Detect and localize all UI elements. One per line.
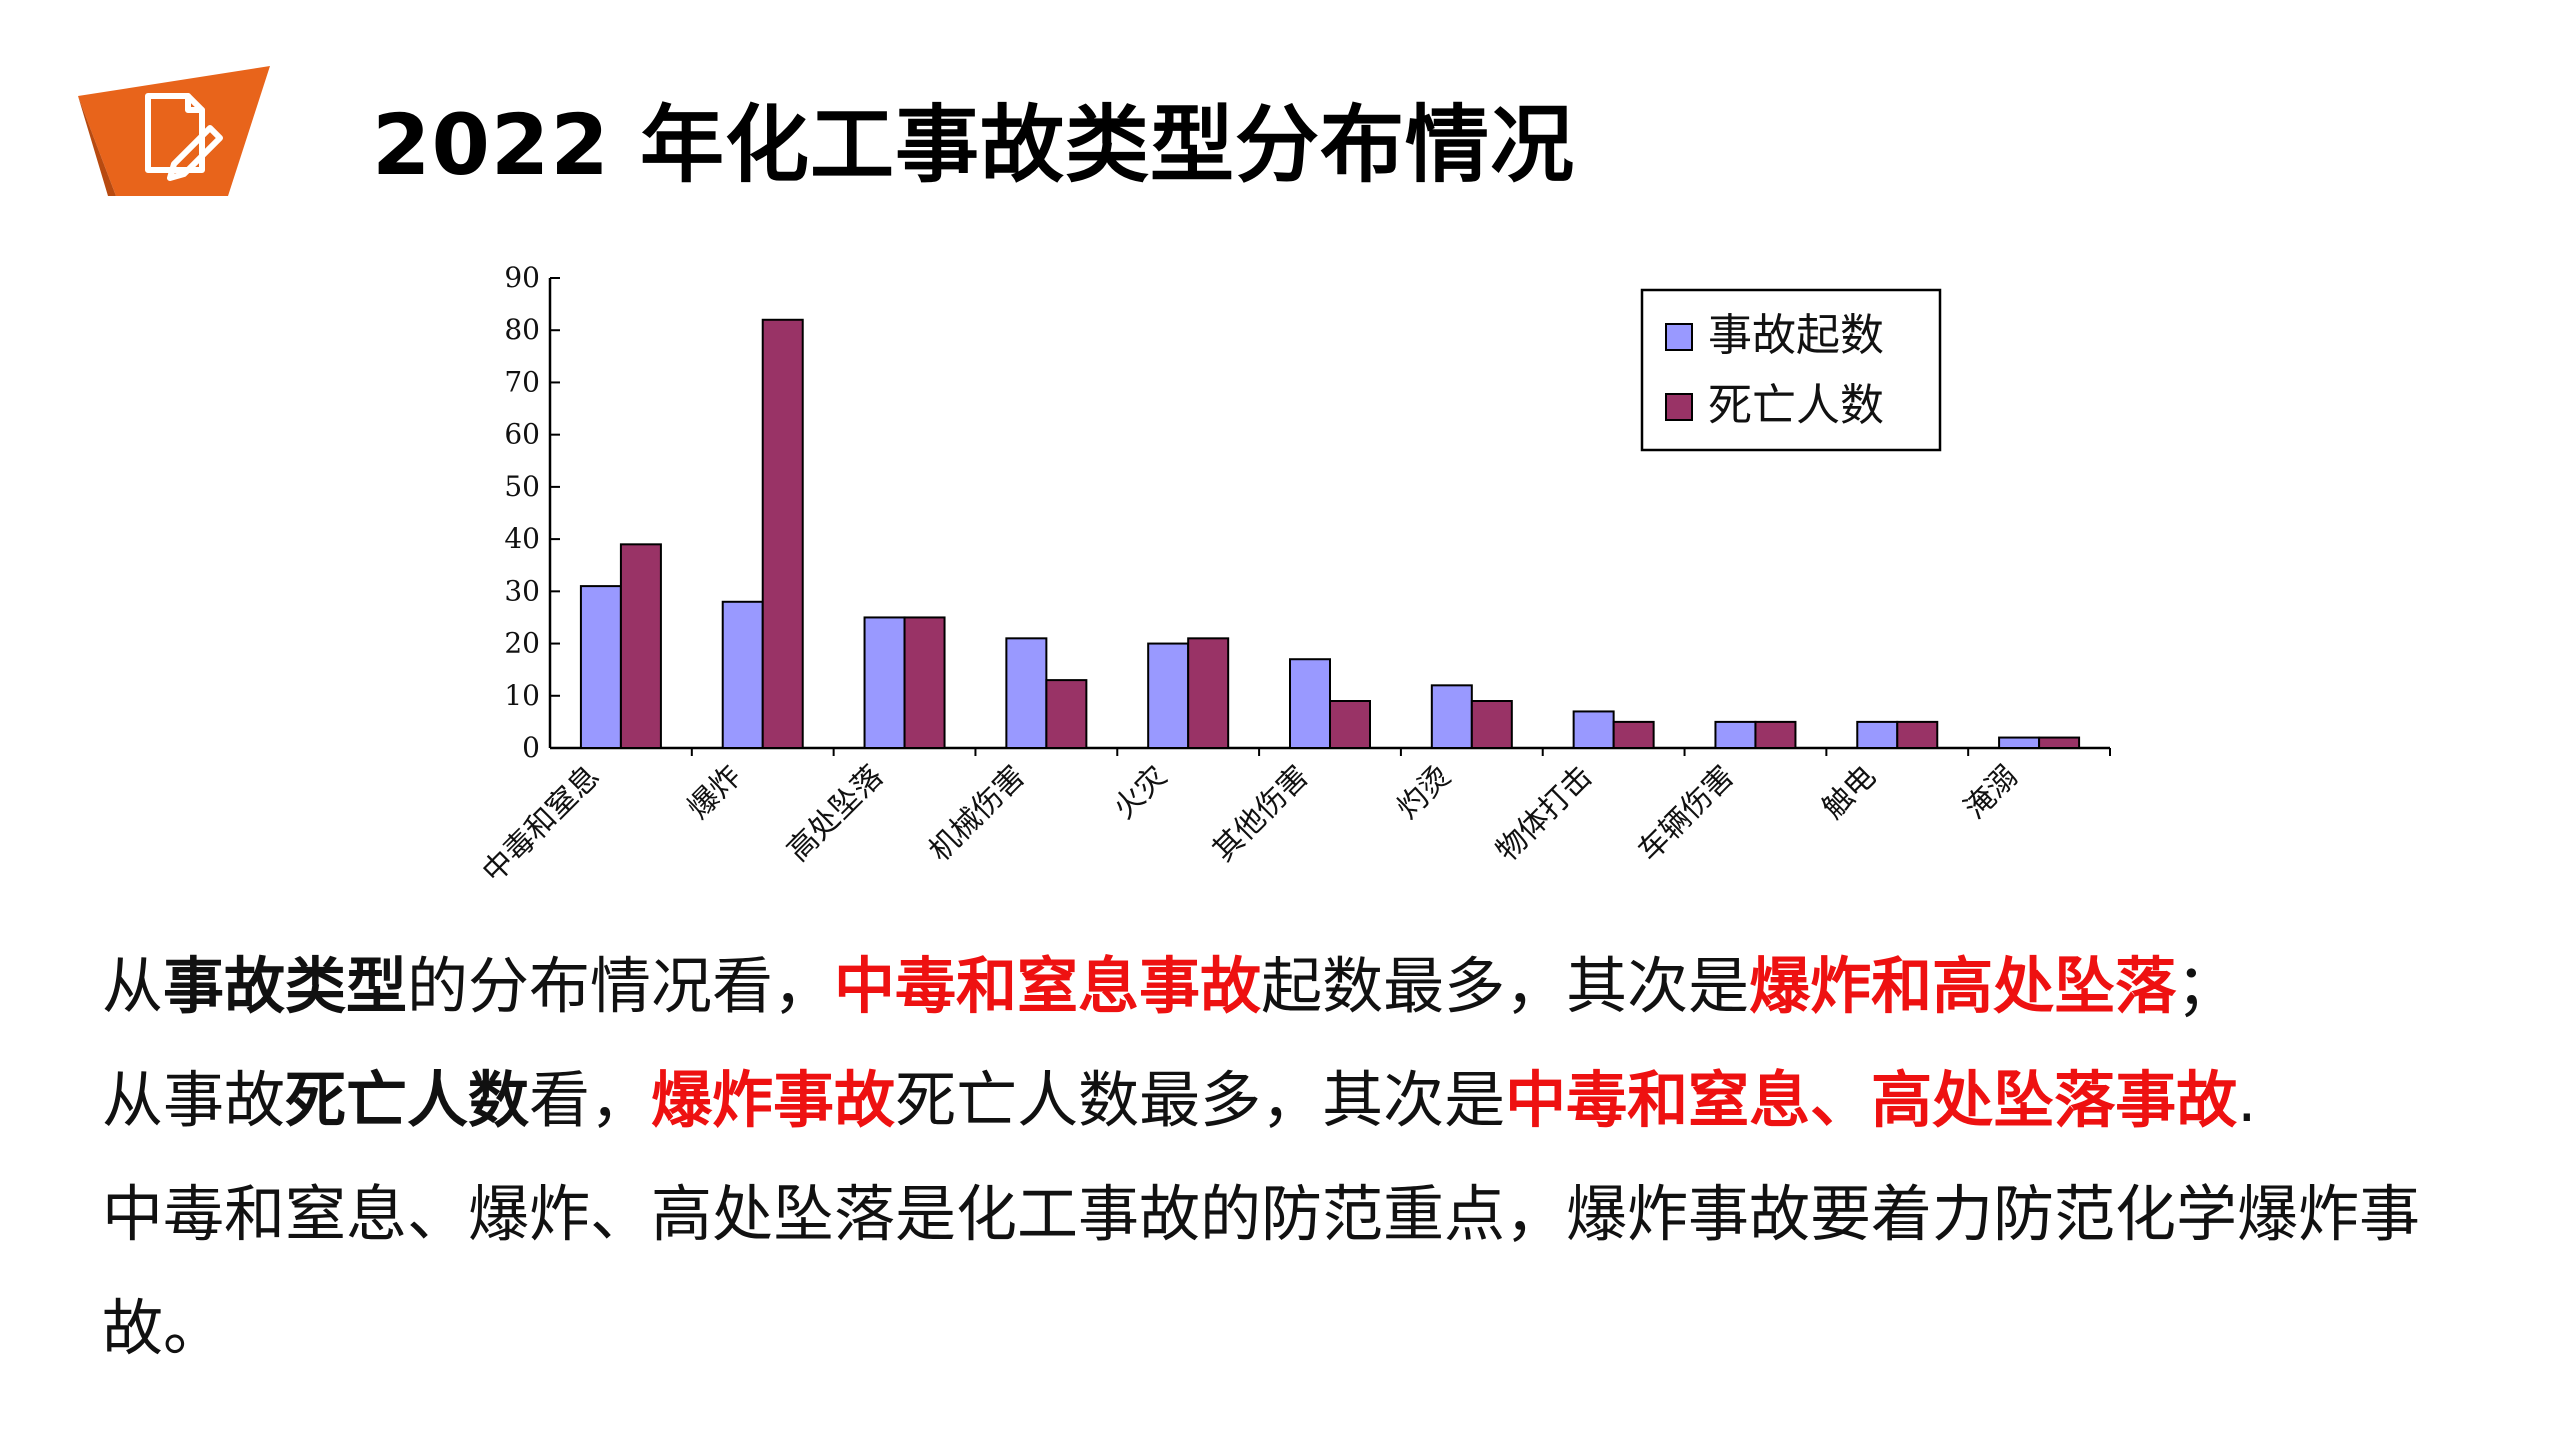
legend-label: 事故起数 [1708,310,1884,361]
x-tick-label: 触电 [1816,759,1883,826]
x-tick-labels: 中毒和窒息 爆炸 高处坠落 机械伤害 火灾 其他伤害 灼烫 物体打击 车辆伤害 触电 淹溺 [476,759,2025,890]
bar-death-count [1470,700,1513,749]
bar-chart: 0 10 20 30 40 50 60 70 80 90 中毒和窒息 爆炸 高处坠落 机械伤害 火灾 其他伤… [476,261,2111,890]
bar-death-count [1329,700,1371,749]
y-tick-label: 10 [504,679,540,712]
x-tick-label: 其他伤害 [1206,759,1316,869]
x-tick-label: 机械伤害 [922,759,1032,869]
bar-accident-count [1147,642,1190,749]
text-fragment: 起数最多，其次是 [1261,951,1750,1022]
emphasis-text: 事故类型 [163,951,408,1022]
y-tick-label: 40 [504,522,540,555]
x-tick-label: 灼烫 [1390,759,1457,826]
bar-accident-count [1572,710,1615,750]
bar-death-count [1612,720,1655,749]
summary-text: 从事故类型的分布情况看，中毒和窒息事故起数最多，其次是爆炸和高处坠落； 从事故死… [102,930,2542,1386]
x-tick-label: 爆炸 [681,759,748,826]
bar-death-count [761,318,804,750]
y-axis: 0 10 20 30 40 50 60 70 80 90 [504,261,560,764]
summary-paragraph-3-line-2: 故。 [102,1293,225,1364]
x-tick-label: 车辆伤害 [1632,759,1742,869]
bar-accident-count [1856,720,1899,749]
text-fragment: 死亡人数最多，其次是 [895,1065,1506,1136]
bar-accident-count [1430,684,1473,750]
x-axis [550,746,2111,756]
highlight-text: 中毒和窒息、高处坠落事故 [1505,1065,2238,1136]
y-tick-label: 80 [504,313,540,346]
text-fragment: 看， [529,1065,652,1136]
y-tick-label: 30 [504,574,540,607]
text-fragment: ； [2176,951,2238,1022]
text-fragment: 从 [102,951,164,1022]
bar-accident-count [721,600,764,749]
highlight-text: 爆炸事故 [651,1065,896,1136]
bar-death-count [619,543,662,750]
bar-accident-count [1714,720,1757,749]
highlight-text: 中毒和窒息事故 [834,951,1262,1022]
bar-accident-count [1998,736,2041,749]
bar-death-count [1896,720,1939,749]
x-tick-label: 火灾 [1107,759,1174,826]
bar-death-count [1187,637,1230,750]
bar-accident-count [863,616,906,750]
legend-label: 死亡人数 [1708,380,1884,431]
logo-badge [78,66,270,196]
bar-accident-count [579,585,622,749]
y-tick-label: 0 [522,731,540,764]
x-tick-label: 中毒和窒息 [476,759,607,890]
legend-box [1640,288,1942,452]
bar-death-count [1045,679,1088,749]
x-tick-label: 物体打击 [1490,759,1600,869]
bar-accident-count [1289,658,1331,750]
y-tick-label: 20 [504,627,540,660]
y-tick-label: 60 [504,418,540,451]
x-tick-label: 高处坠落 [781,759,891,869]
highlight-text: 爆炸和高处坠落 [1749,951,2177,1022]
legend-swatch [1665,323,1693,351]
bar-accident-count [1005,637,1048,750]
bar-death-count [1754,720,1797,749]
text-fragment: 的分布情况看， [407,951,835,1022]
document-edit-icon [145,93,223,181]
logo-badge-shape [78,66,270,196]
y-tick-label: 70 [504,365,540,398]
text-fragment: 从事故 [102,1065,286,1136]
bar-death-count [2038,736,2081,749]
text-fragment: . [2237,1065,2257,1136]
legend-swatch [1665,393,1693,421]
y-tick-label: 90 [504,261,540,294]
bar-death-count [903,616,946,750]
summary-paragraph-2: 从事故死亡人数看，爆炸事故死亡人数最多，其次是中毒和窒息、高处坠落事故. [102,1044,2542,1158]
emphasis-text: 死亡人数 [285,1065,530,1136]
y-tick-label: 50 [504,470,540,503]
summary-paragraph-3-line-1: 中毒和窒息、爆炸、高处坠落是化工事故的防范重点，爆炸事故要着力防范化学爆炸事 [102,1179,2421,1250]
x-tick-label: 淹溺 [1958,759,2025,826]
logo-badge-shadow [78,96,116,196]
summary-paragraph-1: 从事故类型的分布情况看，中毒和窒息事故起数最多，其次是爆炸和高处坠落； [102,930,2542,1044]
bars [579,318,2081,750]
page-title: 2022 年化工事故类型分布情况 [372,96,1576,194]
